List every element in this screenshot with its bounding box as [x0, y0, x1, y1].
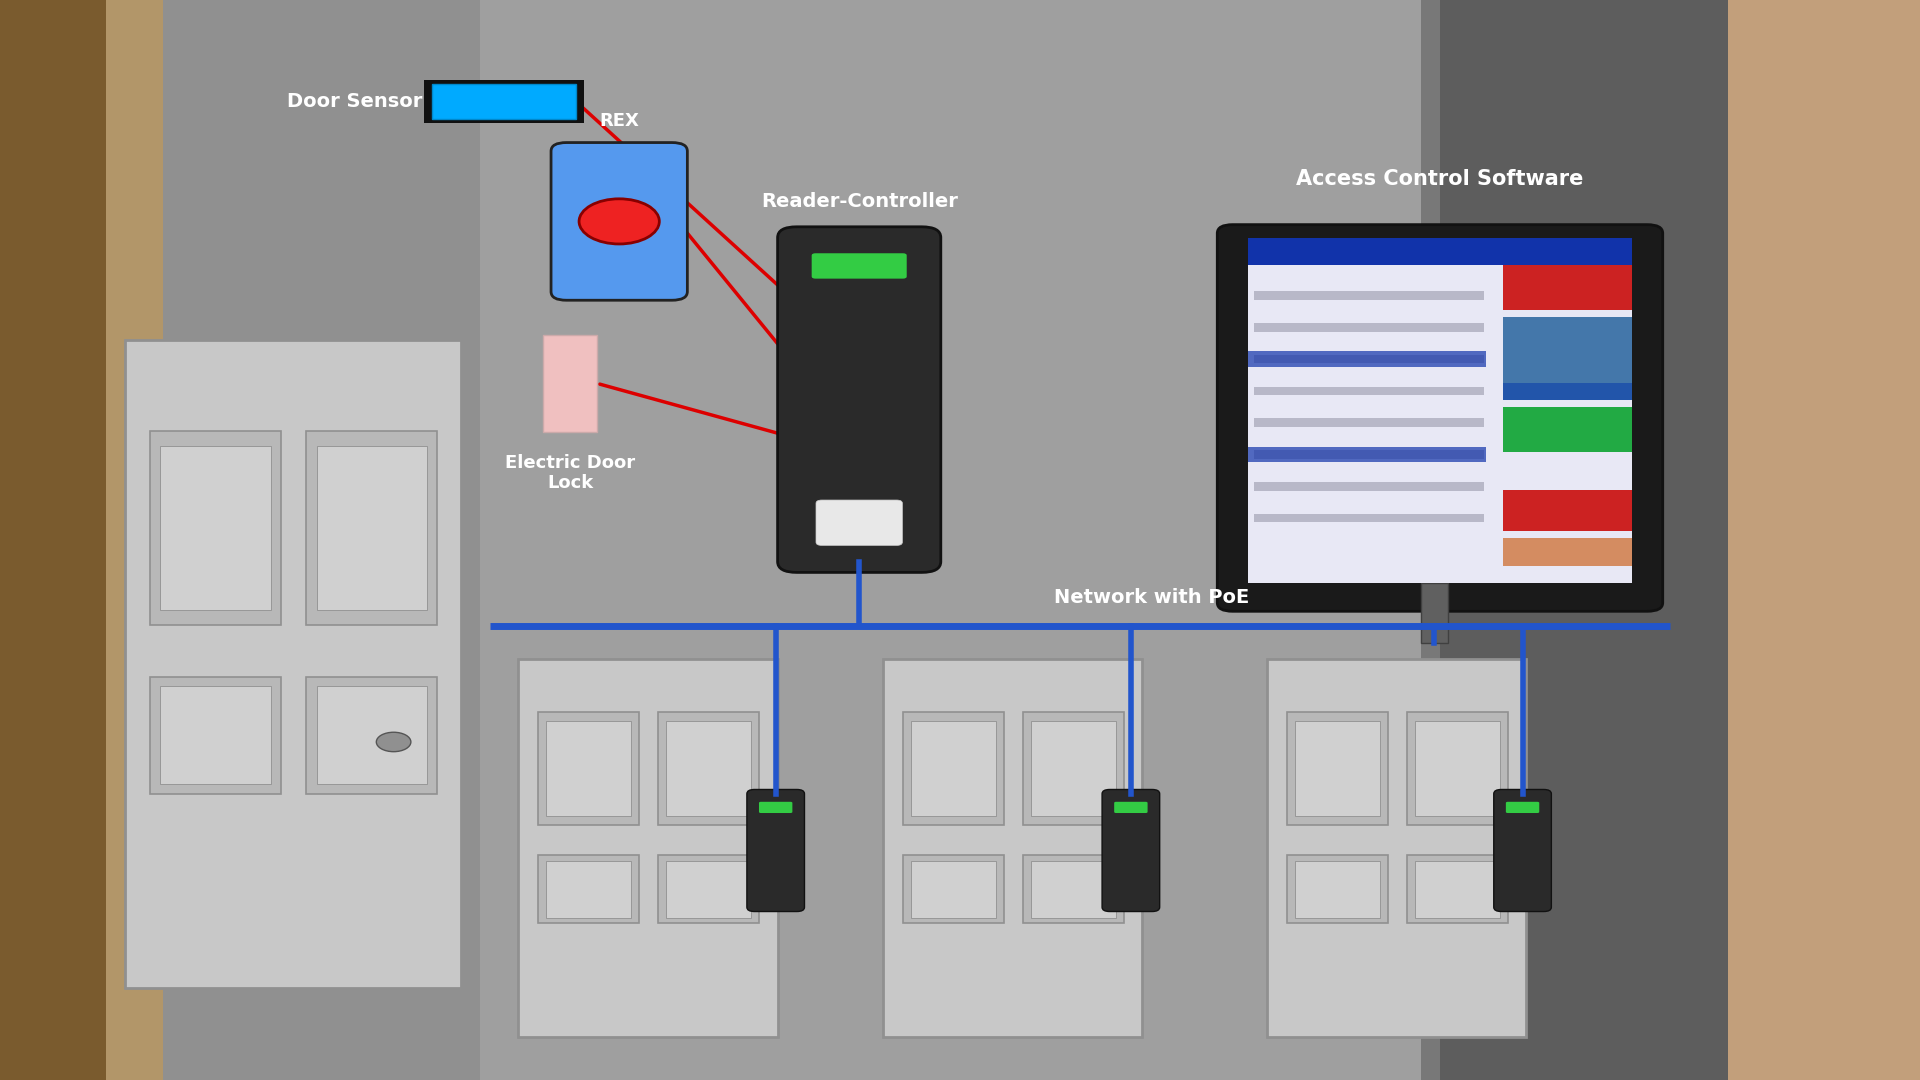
FancyBboxPatch shape — [659, 855, 760, 923]
FancyBboxPatch shape — [1023, 855, 1125, 923]
FancyBboxPatch shape — [659, 712, 760, 825]
FancyBboxPatch shape — [666, 861, 751, 918]
FancyBboxPatch shape — [1102, 789, 1160, 912]
Bar — [1254, 482, 1484, 490]
FancyBboxPatch shape — [902, 712, 1004, 825]
Bar — [1254, 514, 1484, 523]
FancyBboxPatch shape — [161, 687, 271, 784]
FancyBboxPatch shape — [317, 687, 426, 784]
FancyBboxPatch shape — [1494, 789, 1551, 912]
Bar — [1254, 354, 1484, 363]
Text: Access Control Software: Access Control Software — [1296, 168, 1584, 189]
Text: Door Sensor: Door Sensor — [286, 92, 422, 111]
Bar — [1254, 387, 1484, 395]
Bar — [424, 80, 584, 123]
FancyBboxPatch shape — [1505, 801, 1540, 813]
FancyBboxPatch shape — [1031, 861, 1116, 918]
Bar — [1728, 0, 1920, 1080]
FancyBboxPatch shape — [518, 659, 778, 1037]
FancyBboxPatch shape — [666, 720, 751, 816]
FancyBboxPatch shape — [150, 677, 280, 794]
Text: Electric Door
Lock: Electric Door Lock — [505, 454, 636, 492]
FancyBboxPatch shape — [1217, 225, 1663, 611]
FancyBboxPatch shape — [545, 861, 632, 918]
FancyBboxPatch shape — [545, 720, 632, 816]
FancyBboxPatch shape — [1031, 720, 1116, 816]
Text: Reader-Controller: Reader-Controller — [760, 191, 958, 211]
Bar — [1254, 292, 1484, 300]
Bar — [1503, 538, 1632, 566]
FancyBboxPatch shape — [1294, 720, 1380, 816]
FancyBboxPatch shape — [778, 227, 941, 572]
FancyBboxPatch shape — [1415, 861, 1500, 918]
FancyBboxPatch shape — [538, 712, 639, 825]
Text: Network with PoE: Network with PoE — [1054, 588, 1250, 607]
FancyBboxPatch shape — [305, 677, 438, 794]
FancyBboxPatch shape — [910, 861, 996, 918]
FancyBboxPatch shape — [902, 855, 1004, 923]
FancyBboxPatch shape — [1294, 861, 1380, 918]
FancyBboxPatch shape — [816, 500, 902, 545]
Bar — [432, 84, 576, 119]
FancyBboxPatch shape — [1114, 801, 1148, 813]
FancyBboxPatch shape — [538, 855, 639, 923]
FancyBboxPatch shape — [910, 720, 996, 816]
FancyBboxPatch shape — [305, 431, 438, 625]
Bar — [1503, 318, 1632, 400]
FancyBboxPatch shape — [1267, 659, 1526, 1037]
Bar — [480, 0, 1440, 1080]
FancyBboxPatch shape — [1023, 712, 1125, 825]
Bar — [163, 0, 1421, 1080]
Bar — [1421, 0, 1728, 1080]
FancyBboxPatch shape — [1407, 712, 1509, 825]
Bar — [1248, 351, 1486, 367]
Bar — [1421, 583, 1448, 643]
FancyBboxPatch shape — [150, 431, 280, 625]
Bar — [1254, 418, 1484, 427]
FancyBboxPatch shape — [883, 659, 1142, 1037]
Bar — [1254, 323, 1484, 332]
Bar — [543, 335, 597, 432]
FancyBboxPatch shape — [1286, 855, 1388, 923]
FancyBboxPatch shape — [812, 253, 906, 279]
Bar — [1248, 238, 1632, 583]
FancyBboxPatch shape — [125, 340, 461, 988]
FancyBboxPatch shape — [758, 801, 793, 813]
FancyBboxPatch shape — [551, 143, 687, 300]
Bar — [106, 0, 163, 1080]
Bar — [1503, 266, 1632, 310]
Bar — [0, 0, 106, 1080]
Bar — [1503, 382, 1632, 400]
FancyBboxPatch shape — [1415, 720, 1500, 816]
FancyBboxPatch shape — [1286, 712, 1388, 825]
FancyBboxPatch shape — [161, 446, 271, 610]
FancyBboxPatch shape — [317, 446, 426, 610]
Bar — [1254, 450, 1484, 459]
Text: REX: REX — [599, 111, 639, 130]
Bar — [1503, 407, 1632, 451]
Circle shape — [376, 732, 411, 752]
Bar — [1248, 238, 1632, 266]
Bar — [1248, 447, 1486, 462]
FancyBboxPatch shape — [747, 789, 804, 912]
Circle shape — [580, 199, 659, 244]
FancyBboxPatch shape — [1407, 855, 1509, 923]
Bar — [1503, 490, 1632, 531]
